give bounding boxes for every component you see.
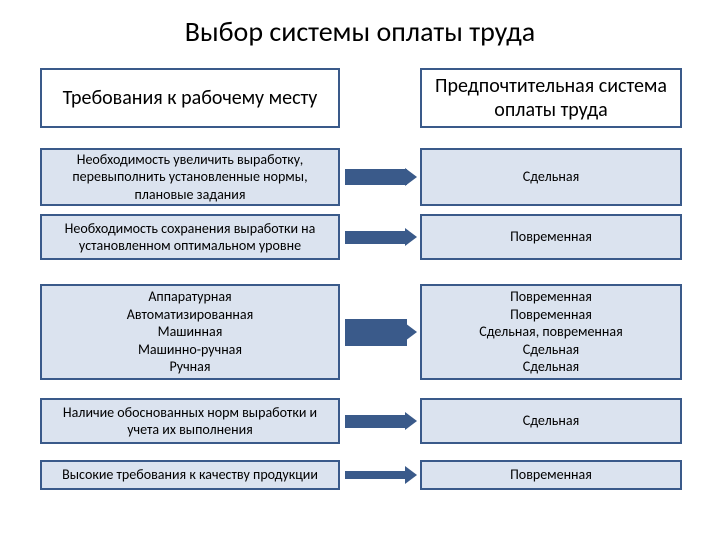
arrow-0 [345,169,407,185]
row-left-1: Необходимость сохранения выработки на ус… [40,214,340,260]
row-right-3: Сдельная [420,398,682,444]
row-left-4: Высокие требования к качеству продукции [40,460,340,490]
row-right-4: Повременная [420,460,682,490]
page-title: Выбор системы оплаты труда [0,14,720,49]
arrow-2 [345,319,407,346]
row-left-2: Аппаратурная Автоматизированная Машинная… [40,284,340,380]
row-right-2: Повременная Повременная Сдельная, поврем… [420,284,682,380]
row-right-0: Сдельная [420,148,682,206]
arrow-4 [345,471,407,479]
arrow-3 [345,415,407,428]
header-left: Требования к рабочему месту [40,68,340,128]
row-left-3: Наличие обоснованных норм выработки и уч… [40,398,340,444]
row-left-0: Необходимость увеличить выработку, перев… [40,148,340,206]
header-right: Предпочтительная система оплаты труда [420,68,682,128]
arrow-1 [345,231,407,244]
row-right-1: Повременная [420,214,682,260]
